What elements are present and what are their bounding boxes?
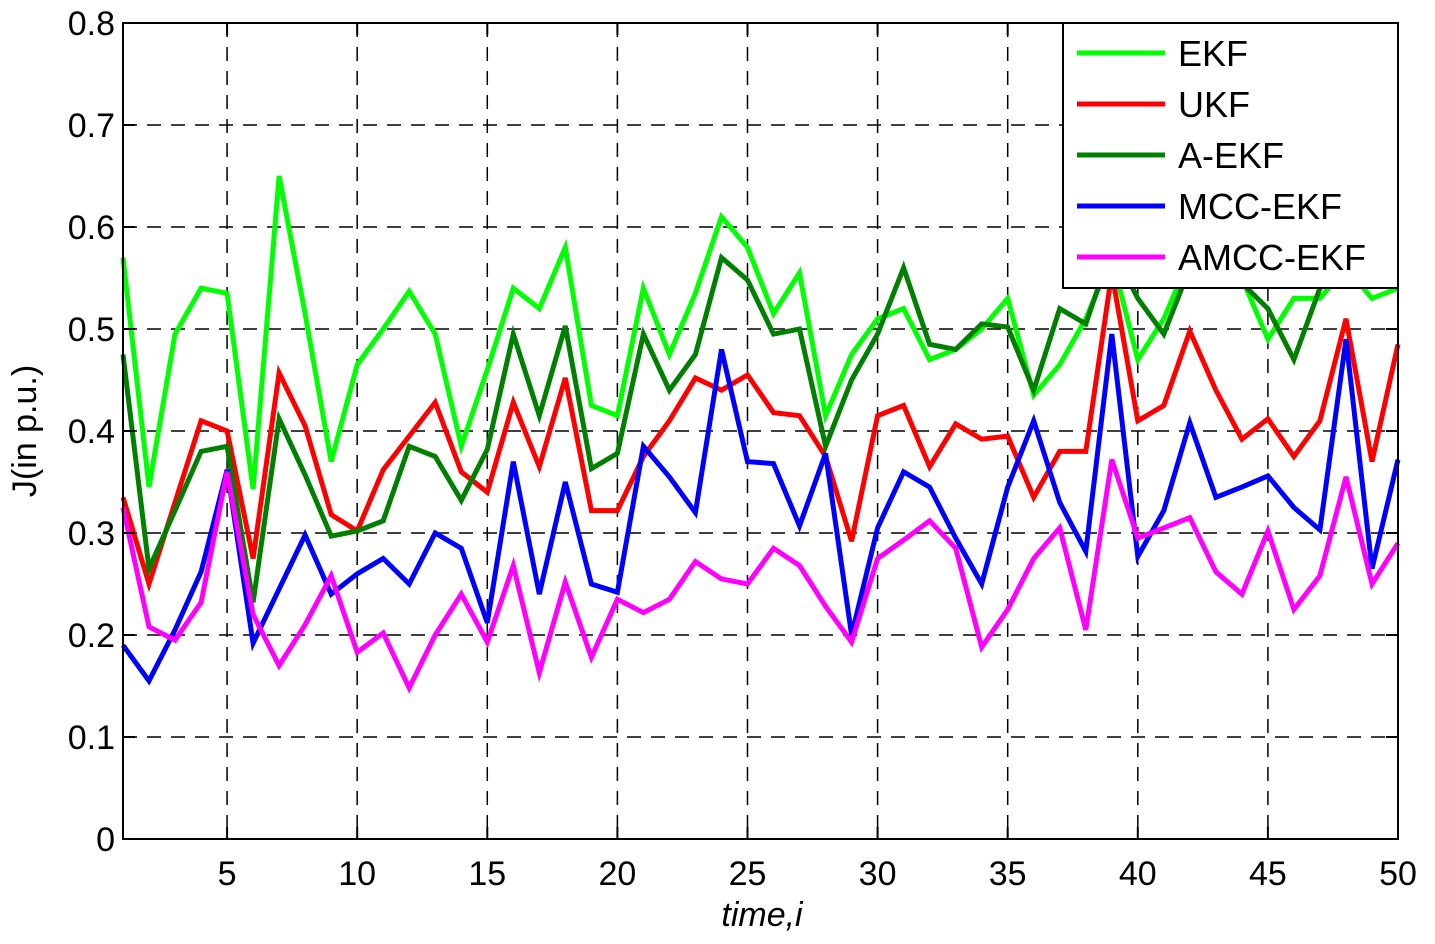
y-tick-label: 0.6 [68,209,115,247]
y-tick-label: 0.3 [68,515,115,553]
x-tick-label: 45 [1249,855,1287,893]
y-tick-label: 0.7 [68,107,115,145]
x-tick-label: 15 [468,855,506,893]
x-tick-label: 25 [729,855,767,893]
y-tick-label: 0 [96,821,115,859]
x-tick-label: 35 [989,855,1027,893]
x-tick-label: 10 [338,855,376,893]
x-axis-label: time,i [721,896,804,934]
legend: EKF UKF A-EKF MCC-EKF AMCC-EKF [1062,22,1399,289]
legend-label-ekf: EKF [1178,33,1248,74]
y-tick-label: 0.5 [68,311,115,349]
x-tick-label: 40 [1119,855,1157,893]
series-line-amcc-ekf [120,458,1401,694]
y-tick-label: 0.1 [68,719,115,757]
y-axis-label: J(in p.u.) [6,365,44,497]
legend-label-a-ekf: A-EKF [1178,135,1284,176]
series-line-mcc-ekf [120,333,1401,686]
series-line-ukf [120,272,1401,593]
x-tick-label: 50 [1379,855,1417,893]
x-tick-label: 20 [598,855,636,893]
legend-label-ukf: UKF [1178,84,1250,125]
y-tick-label: 0.2 [68,617,115,655]
x-tick-label: 30 [859,855,897,893]
y-tick-label: 0.8 [68,5,115,43]
y-tick-label: 0.4 [68,413,115,451]
legend-label-mcc-ekf: MCC-EKF [1178,186,1342,227]
legend-label-amcc-ekf: AMCC-EKF [1178,237,1366,278]
x-tick-label: 5 [218,855,237,893]
axis-ticks: 5 10 15 20 25 30 35 40 45 50 0 0.1 0.2 0.3 0.4 0.5 0.6 0.… [68,5,1417,893]
